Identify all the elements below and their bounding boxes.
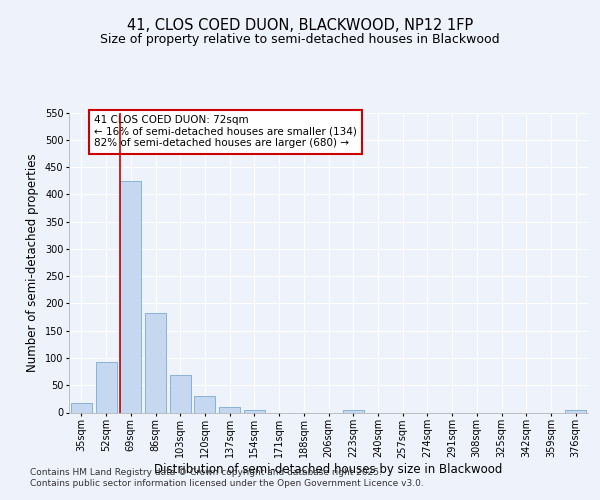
Bar (343, 410, 364, 412)
X-axis label: Distribution of semi-detached houses by size in Blackwood: Distribution of semi-detached houses by … (154, 463, 503, 476)
Bar (120, 180, 141, 412)
Bar (194, 396, 215, 412)
Text: Contains HM Land Registry data © Crown copyright and database right 2025.
Contai: Contains HM Land Registry data © Crown c… (30, 468, 424, 487)
Y-axis label: Number of semi-detached properties: Number of semi-detached properties (26, 153, 39, 372)
Bar (219, 406, 240, 412)
Bar (145, 312, 166, 412)
Text: 41 CLOS COED DUON: 72sqm
← 16% of semi-detached houses are smaller (134)
82% of : 41 CLOS COED DUON: 72sqm ← 16% of semi-d… (94, 115, 356, 148)
Bar (244, 410, 265, 412)
Bar (71, 402, 92, 412)
Bar (565, 410, 586, 412)
Bar (95, 362, 116, 412)
Text: Size of property relative to semi-detached houses in Blackwood: Size of property relative to semi-detach… (100, 32, 500, 46)
Bar (170, 376, 191, 412)
Text: 41, CLOS COED DUON, BLACKWOOD, NP12 1FP: 41, CLOS COED DUON, BLACKWOOD, NP12 1FP (127, 18, 473, 32)
